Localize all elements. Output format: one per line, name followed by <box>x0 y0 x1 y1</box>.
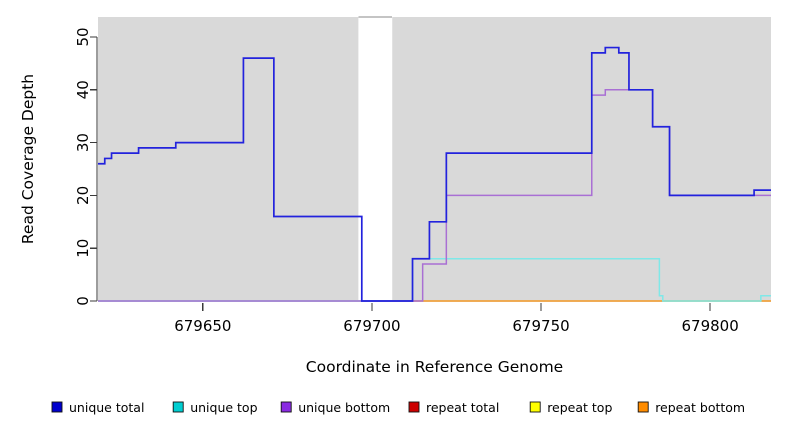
x-axis-title: Coordinate in Reference Genome <box>306 358 563 376</box>
axes-layer <box>90 36 711 311</box>
panel-background <box>98 17 771 301</box>
legend-swatch-icon <box>172 401 184 413</box>
y-tick-label-2: 20 <box>74 186 92 205</box>
legend-item-unique-bottom[interactable]: unique bottom <box>280 400 390 415</box>
legend-item-repeat-total[interactable]: repeat total <box>408 400 499 415</box>
legend-swatch-icon <box>529 401 541 413</box>
x-tick-label-3: 679800 <box>681 317 738 335</box>
legend-item-repeat-top[interactable]: repeat top <box>529 400 612 415</box>
y-tick-label-5: 50 <box>74 27 92 46</box>
legend-label: repeat total <box>426 400 499 415</box>
x-tick-label-1: 679700 <box>343 317 400 335</box>
legend-swatch-icon <box>280 401 292 413</box>
coverage-gap-region <box>358 17 393 301</box>
series-layer <box>98 46 771 302</box>
y-tick-label-4: 40 <box>74 80 92 99</box>
legend-label: unique top <box>190 400 257 415</box>
legend-label: repeat top <box>547 400 612 415</box>
y-axis-title: Read Coverage Depth <box>19 74 37 244</box>
y-tick-label-3: 30 <box>74 133 92 152</box>
series-line-unique-total <box>98 46 771 302</box>
legend-swatch-icon <box>637 401 649 413</box>
legend-label: repeat bottom <box>655 400 745 415</box>
axis-labels-layer: 0 10 20 30 40 50 679650 679700 679750 679800 Coord… <box>19 27 739 376</box>
plot-panel <box>98 16 771 301</box>
y-tick-label-0: 0 <box>74 296 92 306</box>
legend-item-repeat-bottom[interactable]: repeat bottom <box>637 400 745 415</box>
chart-legend: unique total unique top unique bottom repea… <box>51 400 745 415</box>
legend-swatch-icon <box>51 401 63 413</box>
x-tick-label-0: 679650 <box>174 317 231 335</box>
legend-label: unique bottom <box>298 400 390 415</box>
legend-item-unique-top[interactable]: unique top <box>172 400 258 415</box>
legend-label: unique total <box>69 400 144 415</box>
y-tick-label-1: 10 <box>74 239 92 258</box>
x-tick-label-2: 679750 <box>512 317 569 335</box>
legend-item-unique-total[interactable]: unique total <box>51 400 144 415</box>
legend-swatch-icon <box>408 401 420 413</box>
